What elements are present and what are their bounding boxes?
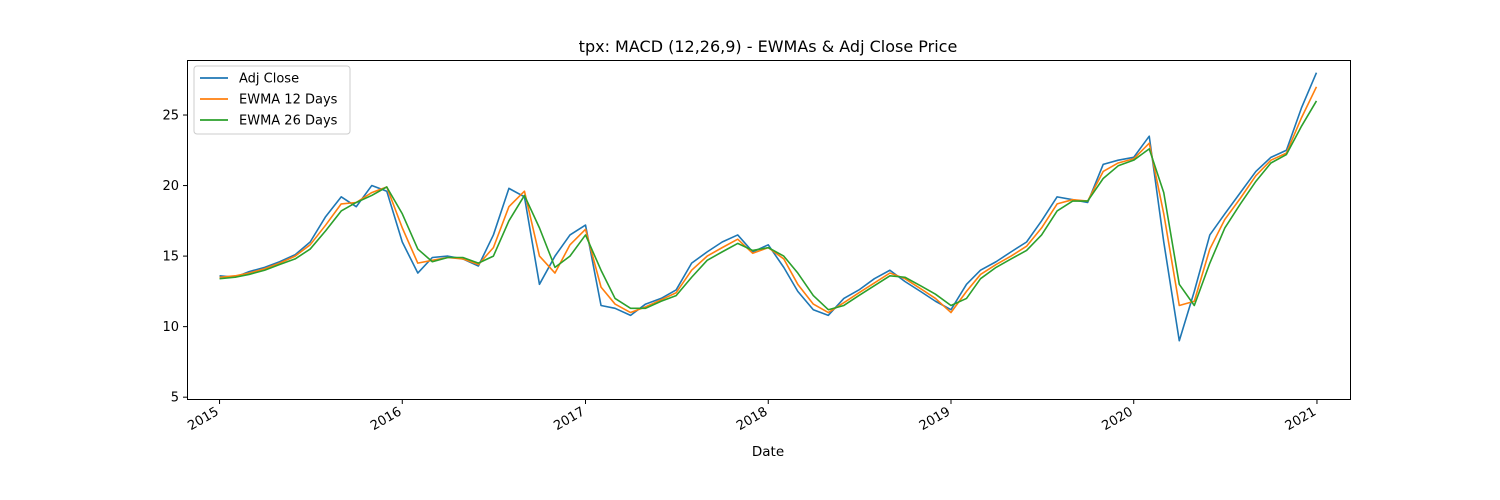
y-tick-label: 10 [162,320,179,335]
y-tick-label: 25 [162,109,179,124]
series-line-ewma-26-days [219,100,1318,311]
chart-title: tpx: MACD (12,26,9) - EWMAs & Adj Close … [579,37,958,56]
legend-label: EWMA 26 Days [239,114,338,129]
plot-frame [187,60,1351,400]
legend-label: EWMA 12 Days [239,93,338,108]
legend: Adj Close EWMA 12 Days EWMA 26 Days [193,65,351,135]
series-line-adj-close [219,72,1318,342]
y-tick-label: 15 [162,250,179,265]
y-axis: 5 10 15 20 25 [162,109,187,406]
y-tick-label: 20 [162,179,179,194]
x-axis-label: Date [752,444,784,460]
series-layer [219,72,1318,342]
y-tick-label: 5 [171,391,179,406]
legend-box [193,65,351,135]
legend-label: Adj Close [239,72,299,87]
